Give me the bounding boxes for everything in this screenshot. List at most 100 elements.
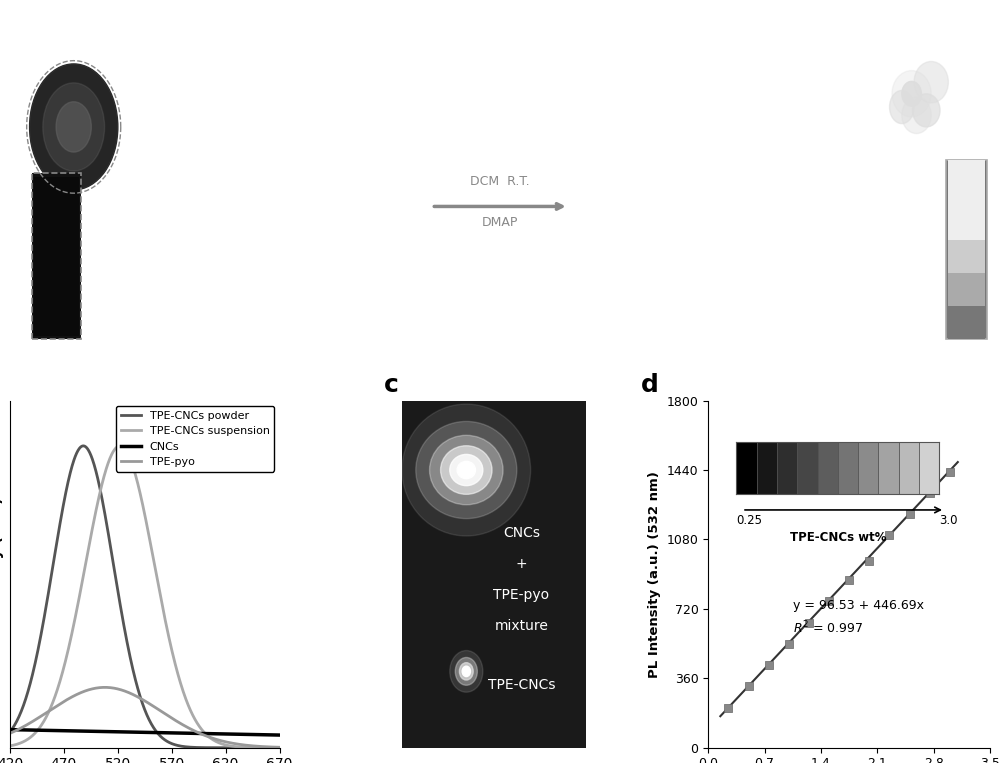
- Text: O: O: [598, 240, 606, 250]
- TPE-CNCs powder: [52, 533, 64, 542]
- TPE-pyo: [52, 700, 64, 710]
- Bar: [32, 173, 81, 339]
- Line: CNCs: CNCs: [10, 729, 280, 735]
- Ellipse shape: [457, 462, 476, 478]
- Ellipse shape: [402, 404, 531, 536]
- TPE-CNCs powder: [4, 727, 16, 736]
- Ellipse shape: [902, 82, 921, 106]
- Bar: [948, 306, 985, 339]
- TPE-CNCs suspension: [114, 441, 126, 450]
- Line: TPE-CNCs powder: TPE-CNCs powder: [10, 446, 280, 748]
- Bar: [946, 160, 987, 339]
- TPE-pyo: [274, 742, 286, 752]
- TPE-CNCs suspension: [274, 743, 286, 752]
- Ellipse shape: [43, 83, 105, 171]
- Ellipse shape: [430, 436, 503, 505]
- Text: +: +: [199, 234, 223, 262]
- Y-axis label: PL Intensity (a.u.) (532 nm): PL Intensity (a.u.) (532 nm): [648, 471, 661, 678]
- TPE-pyo: [73, 689, 85, 698]
- TPE-CNCs suspension: [52, 684, 64, 693]
- Ellipse shape: [455, 658, 477, 685]
- Point: [801, 617, 817, 629]
- Text: TPE-CNCs: TPE-CNCs: [488, 678, 555, 692]
- CNCs: [207, 729, 219, 739]
- TPE-CNCs powder: [73, 444, 85, 453]
- Ellipse shape: [450, 455, 483, 485]
- Point: [821, 595, 837, 607]
- Text: TPE-CNCs wt%: TPE-CNCs wt%: [790, 531, 886, 544]
- Bar: [948, 160, 985, 240]
- Text: $R^2$ = 0.997: $R^2$ = 0.997: [793, 620, 863, 636]
- Ellipse shape: [56, 101, 91, 152]
- TPE-pyo: [184, 724, 196, 733]
- Ellipse shape: [30, 64, 118, 190]
- TPE-CNCs suspension: [184, 706, 196, 715]
- TPE-CNCs powder: [126, 662, 138, 671]
- Text: HO: HO: [155, 125, 169, 134]
- Text: DMAP: DMAP: [482, 217, 518, 230]
- CNCs: [184, 729, 196, 738]
- Text: OH  OH: OH OH: [660, 42, 693, 51]
- Text: HO: HO: [667, 158, 680, 167]
- Text: OSO₃H: OSO₃H: [593, 42, 623, 51]
- Text: DCM  R.T.: DCM R.T.: [470, 175, 530, 188]
- Text: n: n: [707, 108, 715, 118]
- Ellipse shape: [913, 94, 940, 127]
- Ellipse shape: [416, 421, 517, 519]
- Text: TPE-pyo: TPE-pyo: [493, 588, 550, 602]
- Point: [942, 465, 958, 478]
- Point: [781, 638, 797, 650]
- Point: [902, 508, 918, 520]
- TPE-pyo: [99, 683, 111, 692]
- Bar: [948, 240, 985, 272]
- TPE-CNCs powder: [207, 743, 219, 752]
- Text: +: +: [516, 557, 527, 571]
- Ellipse shape: [892, 71, 931, 117]
- TPE-pyo: [207, 734, 219, 743]
- TPE-CNCs suspension: [4, 742, 16, 751]
- TPE-pyo: [4, 729, 16, 738]
- Text: CNCs: CNCs: [503, 526, 540, 539]
- Text: 3.0: 3.0: [939, 513, 958, 526]
- TPE-CNCs powder: [184, 742, 196, 752]
- CNCs: [4, 725, 16, 734]
- Text: 0.25: 0.25: [736, 513, 762, 526]
- TPE-CNCs powder: [274, 743, 286, 752]
- TPE-pyo: [126, 690, 138, 699]
- TPE-CNCs powder: [77, 441, 89, 450]
- Text: c: c: [384, 373, 398, 397]
- Ellipse shape: [914, 62, 948, 103]
- Point: [922, 487, 938, 499]
- Text: HO: HO: [251, 158, 265, 167]
- CNCs: [126, 727, 138, 736]
- TPE-CNCs suspension: [207, 736, 219, 745]
- Text: HO: HO: [572, 125, 585, 134]
- Ellipse shape: [459, 663, 473, 680]
- Text: n: n: [290, 108, 298, 118]
- Text: OSO₃H: OSO₃H: [176, 42, 206, 51]
- Point: [861, 555, 877, 567]
- Ellipse shape: [462, 666, 470, 677]
- Text: mixture: mixture: [494, 620, 548, 633]
- TPE-CNCs suspension: [126, 460, 138, 469]
- Text: OH: OH: [615, 158, 628, 167]
- Ellipse shape: [450, 651, 483, 692]
- TPE-CNCs suspension: [73, 593, 85, 602]
- Ellipse shape: [890, 91, 914, 124]
- Ellipse shape: [441, 446, 492, 494]
- Point: [761, 659, 777, 671]
- Text: a: a: [18, 24, 33, 44]
- Legend: TPE-CNCs powder, TPE-CNCs suspension, CNCs, TPE-pyo: TPE-CNCs powder, TPE-CNCs suspension, CN…: [116, 406, 274, 472]
- Ellipse shape: [902, 97, 931, 134]
- Y-axis label: PL Intensity (a.u.): PL Intensity (a.u.): [0, 497, 4, 652]
- CNCs: [163, 728, 175, 737]
- Text: OH  OH: OH OH: [243, 42, 277, 51]
- Point: [740, 680, 757, 692]
- Text: y = 96.53 + 446.69x: y = 96.53 + 446.69x: [793, 599, 924, 612]
- Bar: [948, 272, 985, 306]
- Point: [841, 574, 857, 586]
- Text: d: d: [641, 373, 659, 397]
- CNCs: [52, 726, 64, 736]
- Text: TPE-CNCs: TPE-CNCs: [833, 24, 923, 42]
- Line: TPE-pyo: TPE-pyo: [10, 687, 280, 747]
